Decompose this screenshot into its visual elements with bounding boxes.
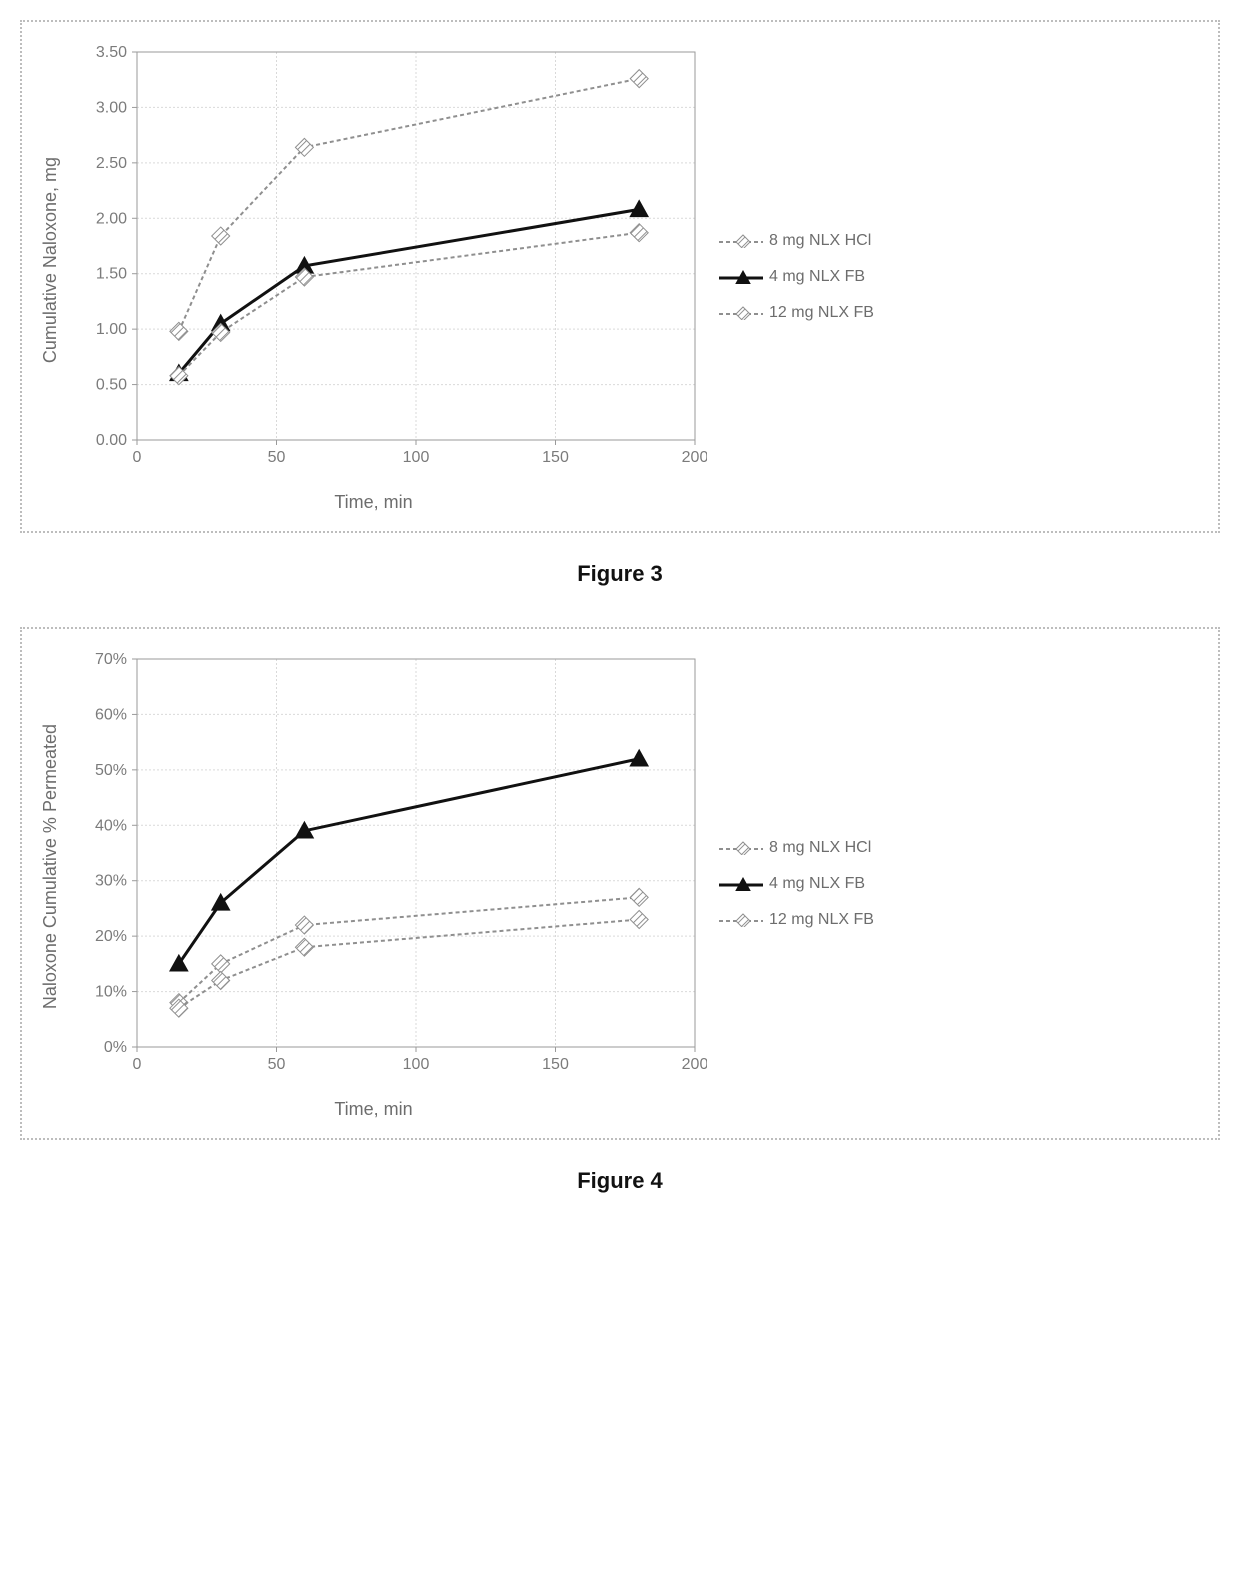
figure-caption: Figure 3 xyxy=(20,561,1220,587)
svg-text:100: 100 xyxy=(403,449,430,466)
svg-text:2.50: 2.50 xyxy=(96,155,127,172)
svg-text:60%: 60% xyxy=(95,706,127,723)
svg-text:50: 50 xyxy=(268,449,286,466)
svg-text:3.50: 3.50 xyxy=(96,44,127,61)
svg-text:0: 0 xyxy=(133,1056,142,1073)
svg-text:0.00: 0.00 xyxy=(96,432,127,449)
svg-text:150: 150 xyxy=(542,449,569,466)
svg-text:70%: 70% xyxy=(95,651,127,668)
svg-text:50: 50 xyxy=(268,1056,286,1073)
svg-text:200: 200 xyxy=(682,449,707,466)
svg-text:30%: 30% xyxy=(95,873,127,890)
svg-text:0%: 0% xyxy=(104,1039,127,1056)
chart-svg-3: 0.00 0.50 1.00 1.50 2.00 2.50 3.00 3.50 0 50 100 15… xyxy=(67,40,707,480)
legend-swatch xyxy=(719,306,763,320)
legend-swatch xyxy=(719,234,763,248)
svg-text:1.00: 1.00 xyxy=(96,321,127,338)
figure-block-3: Cumulative Naloxone, mg 0.00 0.50 1.00 1.50… xyxy=(20,20,1220,587)
legend-3: 8 mg NLX HCl 4 mg NLX FB 12 mg NLX FB xyxy=(719,214,874,340)
legend-4: 8 mg NLX HCl 4 mg NLX FB 12 mg NLX FB xyxy=(719,821,874,947)
chart-container-3: Cumulative Naloxone, mg 0.00 0.50 1.00 1.50… xyxy=(20,20,1220,533)
legend-label: 12 mg NLX FB xyxy=(769,911,874,929)
legend-label: 8 mg NLX HCl xyxy=(769,232,871,250)
svg-text:0.50: 0.50 xyxy=(96,377,127,394)
legend-item: 12 mg NLX FB xyxy=(719,911,874,929)
svg-text:2.00: 2.00 xyxy=(96,210,127,227)
svg-text:100: 100 xyxy=(403,1056,430,1073)
chart-stage-3: Cumulative Naloxone, mg 0.00 0.50 1.00 1.50… xyxy=(40,40,707,513)
legend-swatch xyxy=(719,913,763,927)
svg-text:3.00: 3.00 xyxy=(96,99,127,116)
legend-label: 8 mg NLX HCl xyxy=(769,839,871,857)
svg-text:200: 200 xyxy=(682,1056,707,1073)
legend-swatch xyxy=(719,841,763,855)
legend-label: 4 mg NLX FB xyxy=(769,875,865,893)
legend-label: 4 mg NLX FB xyxy=(769,268,865,286)
x-axis-label: Time, min xyxy=(334,492,412,513)
svg-text:20%: 20% xyxy=(95,928,127,945)
legend-item: 12 mg NLX FB xyxy=(719,304,874,322)
legend-item: 8 mg NLX HCl xyxy=(719,232,874,250)
x-axis-label: Time, min xyxy=(334,1099,412,1120)
svg-text:0: 0 xyxy=(133,449,142,466)
svg-text:1.50: 1.50 xyxy=(96,266,127,283)
y-axis-label: Naloxone Cumulative % Permeated xyxy=(40,724,61,1009)
legend-swatch xyxy=(719,270,763,284)
svg-text:10%: 10% xyxy=(95,984,127,1001)
figure-block-4: Naloxone Cumulative % Permeated 0% 10% 20%… xyxy=(20,627,1220,1194)
svg-text:150: 150 xyxy=(542,1056,569,1073)
chart-container-4: Naloxone Cumulative % Permeated 0% 10% 20%… xyxy=(20,627,1220,1140)
svg-text:40%: 40% xyxy=(95,817,127,834)
legend-item: 4 mg NLX FB xyxy=(719,875,874,893)
y-axis-label: Cumulative Naloxone, mg xyxy=(40,157,61,363)
chart-svg-4: 0% 10% 20% 30% 40% 50% 60% 70% 0 50 100 150 200 xyxy=(67,647,707,1087)
svg-text:50%: 50% xyxy=(95,762,127,779)
legend-item: 8 mg NLX HCl xyxy=(719,839,874,857)
legend-swatch xyxy=(719,877,763,891)
chart-stage-4: Naloxone Cumulative % Permeated 0% 10% 20%… xyxy=(40,647,707,1120)
legend-item: 4 mg NLX FB xyxy=(719,268,874,286)
figure-caption: Figure 4 xyxy=(20,1168,1220,1194)
legend-label: 12 mg NLX FB xyxy=(769,304,874,322)
